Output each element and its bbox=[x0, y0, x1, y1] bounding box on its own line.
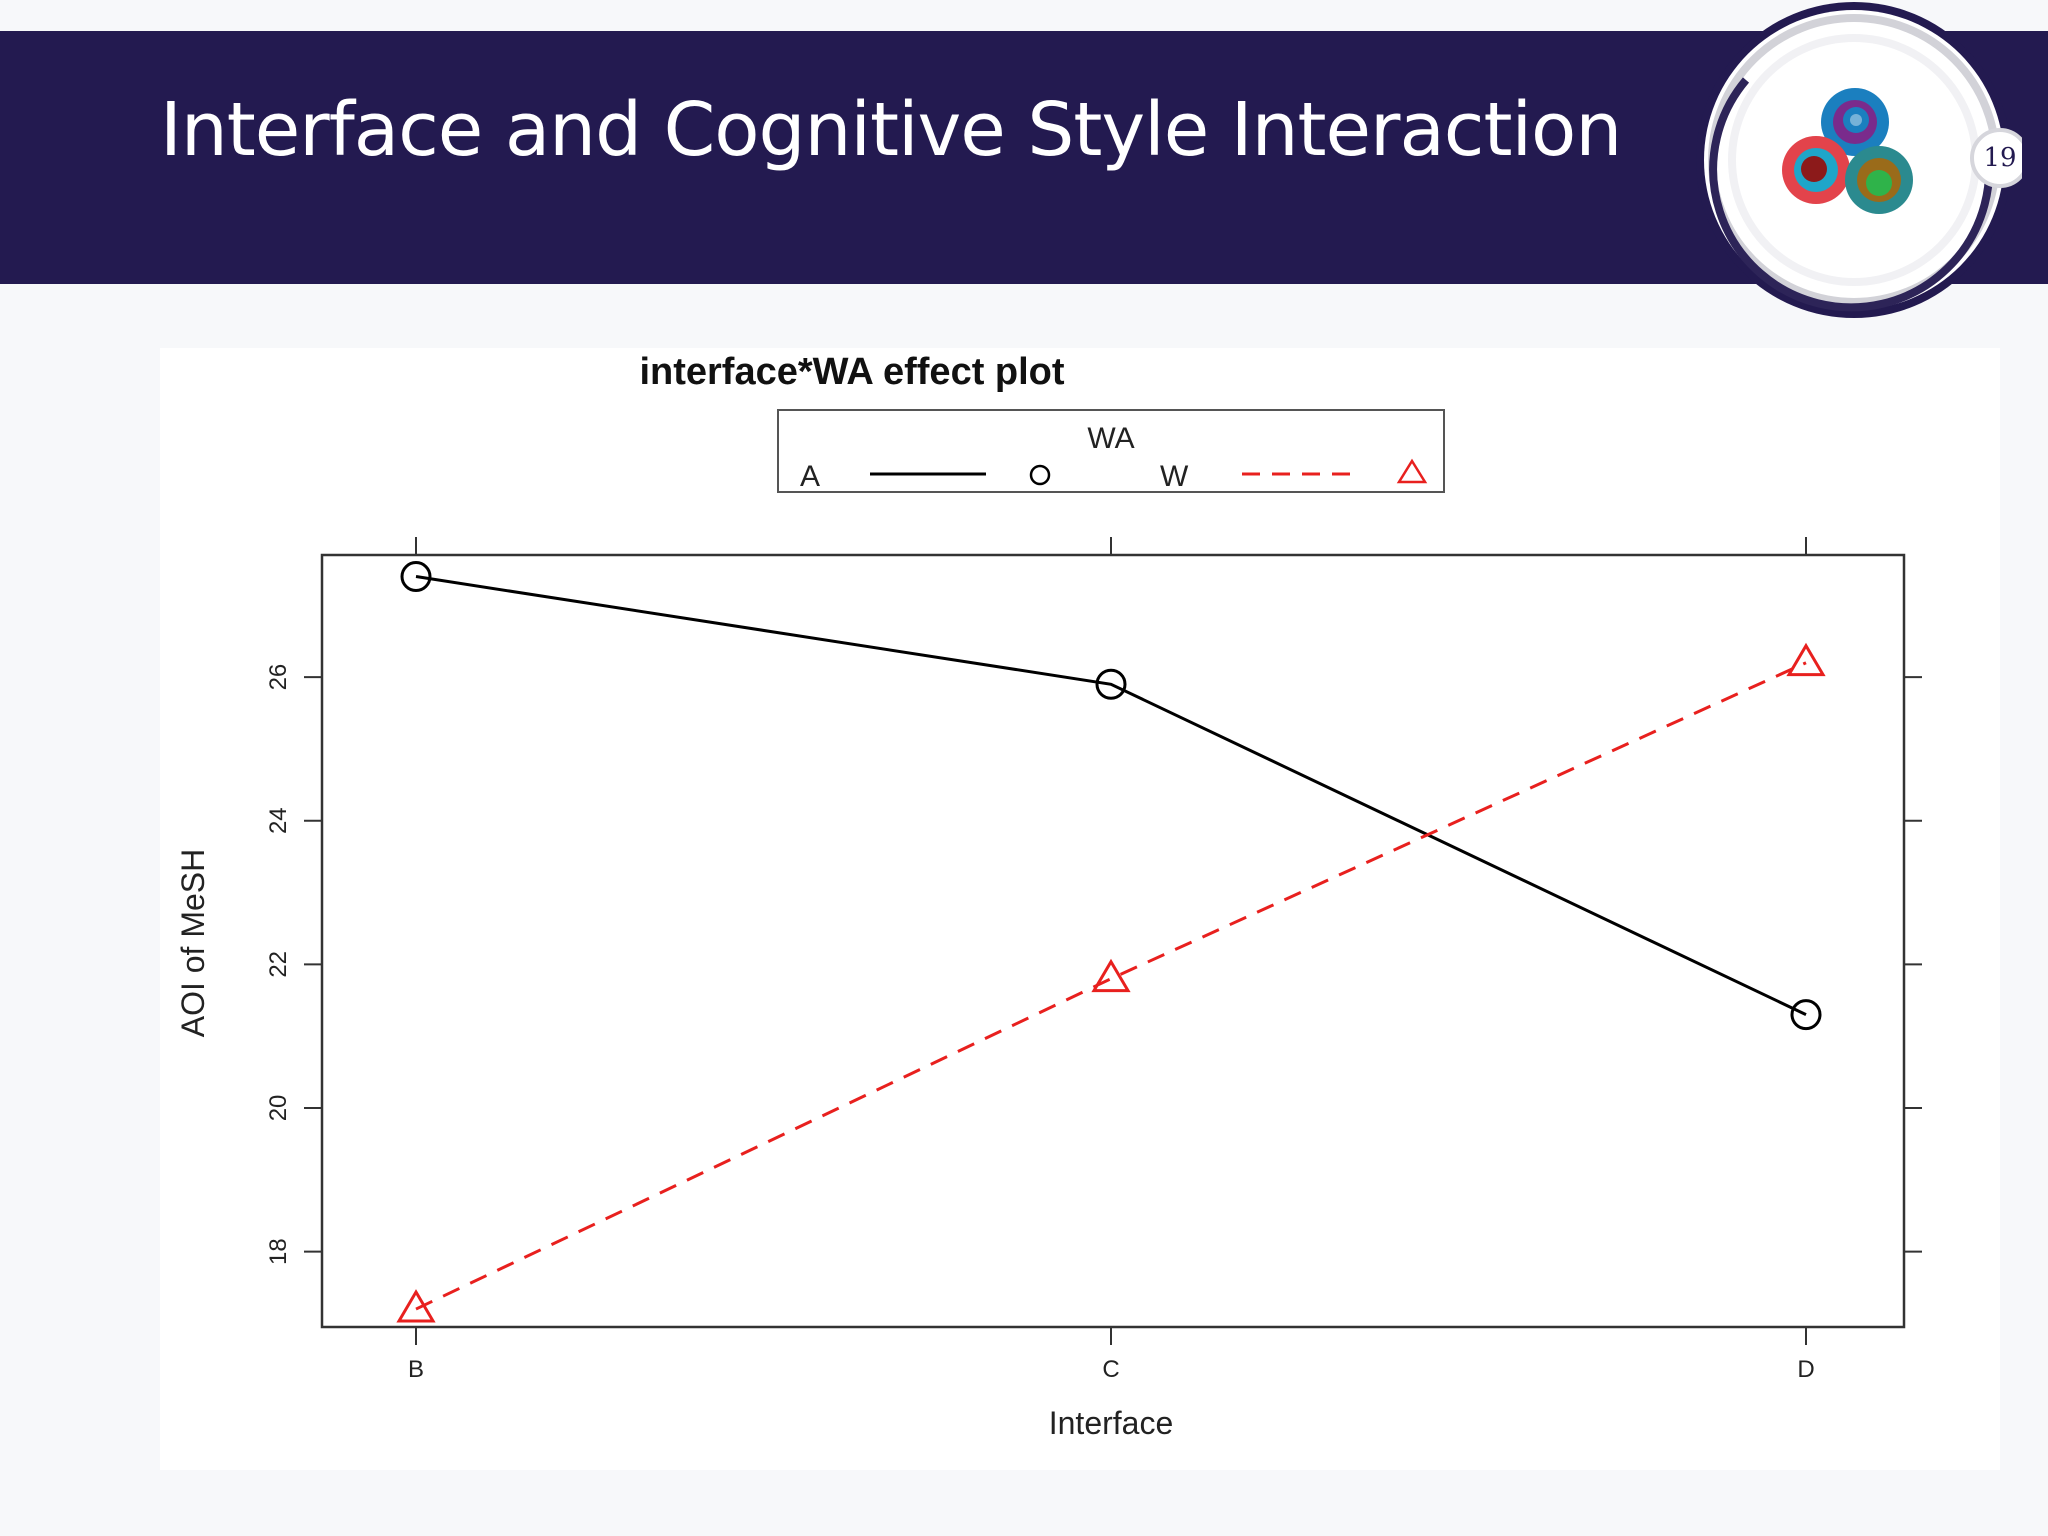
y-axis-label: AOI of MeSH bbox=[175, 849, 211, 1038]
x-axis-label: Interface bbox=[1049, 1405, 1174, 1441]
chart-title: interface*WA effect plot bbox=[639, 351, 1064, 393]
legend-box bbox=[777, 409, 1445, 493]
legend: WA A W bbox=[777, 409, 1445, 493]
effect-plot: interface*WA effect plot WA A W 18 20 22 24… bbox=[175, 351, 1922, 1441]
legend-title: WA bbox=[1087, 422, 1134, 455]
y-tick-label: 22 bbox=[265, 951, 292, 978]
logo-badge bbox=[1686, 0, 2022, 330]
y-tick-label: 20 bbox=[265, 1095, 292, 1122]
x-tick-label: B bbox=[408, 1356, 424, 1383]
series-line-w bbox=[415, 661, 1807, 1311]
data-point-a bbox=[1095, 668, 1127, 700]
y-tick-label: 26 bbox=[265, 664, 292, 691]
page-number-circle bbox=[1970, 128, 2022, 188]
y-tick-label: 24 bbox=[265, 807, 292, 834]
data-point-w bbox=[1091, 958, 1131, 993]
slide-title: Interface and Cognitive Style Interactio… bbox=[160, 87, 1622, 173]
data-point-a bbox=[400, 561, 432, 593]
chart-card: interface*WA effect plot WA A W 18 20 22 24… bbox=[160, 348, 2000, 1470]
data-point-w bbox=[396, 1289, 436, 1323]
data-point-w bbox=[1786, 642, 1826, 677]
series-line-a bbox=[415, 575, 1807, 1016]
legend-label-w: W bbox=[1160, 460, 1189, 493]
axes: 18 20 22 24 26 B C D bbox=[265, 537, 1922, 1383]
data-point-a bbox=[1790, 999, 1822, 1031]
legend-marker-w bbox=[1396, 458, 1428, 484]
page-number: 19 bbox=[1983, 143, 2017, 173]
legend-marker-a bbox=[1029, 464, 1051, 486]
x-tick-label: D bbox=[1797, 1356, 1814, 1383]
legend-label-a: A bbox=[800, 460, 820, 493]
x-tick-label: C bbox=[1102, 1356, 1119, 1383]
series-layer bbox=[396, 561, 1826, 1323]
y-tick-label: 18 bbox=[265, 1238, 292, 1265]
logo-icon bbox=[1696, 2, 2012, 318]
